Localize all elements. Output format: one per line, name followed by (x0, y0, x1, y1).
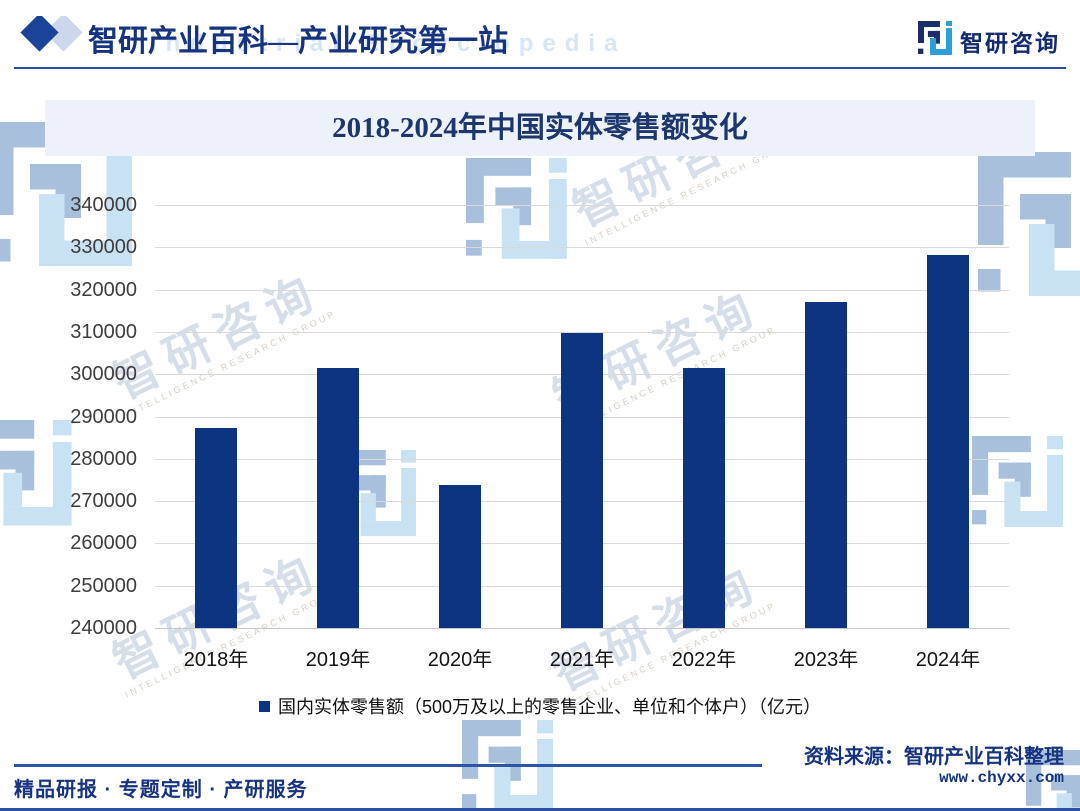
brand-logo-icon (918, 21, 952, 60)
y-axis-tick-label: 280000 (70, 447, 137, 470)
x-axis-tick-label: 2023年 (793, 649, 859, 671)
gridline (155, 205, 1009, 206)
bar (439, 484, 481, 628)
chart-title: 2018-2024年中国实体零售额变化 (332, 112, 748, 144)
bar (561, 333, 603, 628)
x-axis-tick-label: 2020年 (427, 649, 493, 671)
data-source-text: 资料来源：智研产业百科整理 (804, 746, 1064, 768)
header-diamond-icon (16, 13, 88, 65)
y-axis-tick-label: 270000 (70, 490, 137, 513)
y-axis-tick-label: 290000 (70, 405, 137, 428)
y-axis-tick-label: 310000 (70, 320, 137, 343)
bar (195, 428, 237, 628)
y-axis-tick-label: 320000 (70, 278, 137, 301)
legend-marker-icon (258, 700, 270, 712)
y-axis-tick-label: 340000 (70, 194, 137, 216)
y-axis-tick-label: 300000 (70, 363, 137, 386)
y-axis-tick-label: 240000 (70, 617, 137, 639)
bar (805, 302, 847, 628)
footer-divider (14, 764, 762, 767)
x-axis-tick-label: 2024年 (915, 649, 981, 671)
x-axis-tick-label: 2022年 (671, 649, 737, 671)
brand-logo: 智研咨询 (918, 21, 1060, 60)
gridline (155, 289, 1009, 291)
legend-label: 国内实体零售额（500万及以上的零售企业、单位和个体户）（亿元） (277, 697, 822, 717)
gridline (155, 628, 1009, 629)
header-divider (14, 67, 1066, 69)
x-axis-tick-label: 2018年 (183, 649, 249, 671)
y-axis-tick-label: 250000 (70, 574, 137, 597)
y-axis-tick-label: 330000 (70, 236, 137, 259)
chart-legend: 国内实体零售额（500万及以上的零售企业、单位和个体户）（亿元） (0, 693, 1080, 719)
chart-title-band: 2018-2024年中国实体零售额变化 (45, 100, 1035, 156)
gridline (155, 247, 1009, 249)
y-axis-tick-label: 260000 (70, 532, 137, 555)
gridline (155, 331, 1009, 333)
bar (927, 254, 969, 628)
bar (317, 367, 359, 628)
bar (683, 367, 725, 628)
x-axis-tick-label: 2019年 (305, 649, 371, 671)
x-axis-tick-label: 2021年 (549, 649, 615, 671)
footer-services-text: 精品研报 · 专题定制 · 产研服务 (14, 779, 308, 801)
site-title: 智研产业百科—产业研究第一站 (88, 25, 508, 58)
brand-logo-text: 智研咨询 (960, 29, 1060, 56)
website-link[interactable]: www.chyxx.com (939, 769, 1064, 787)
